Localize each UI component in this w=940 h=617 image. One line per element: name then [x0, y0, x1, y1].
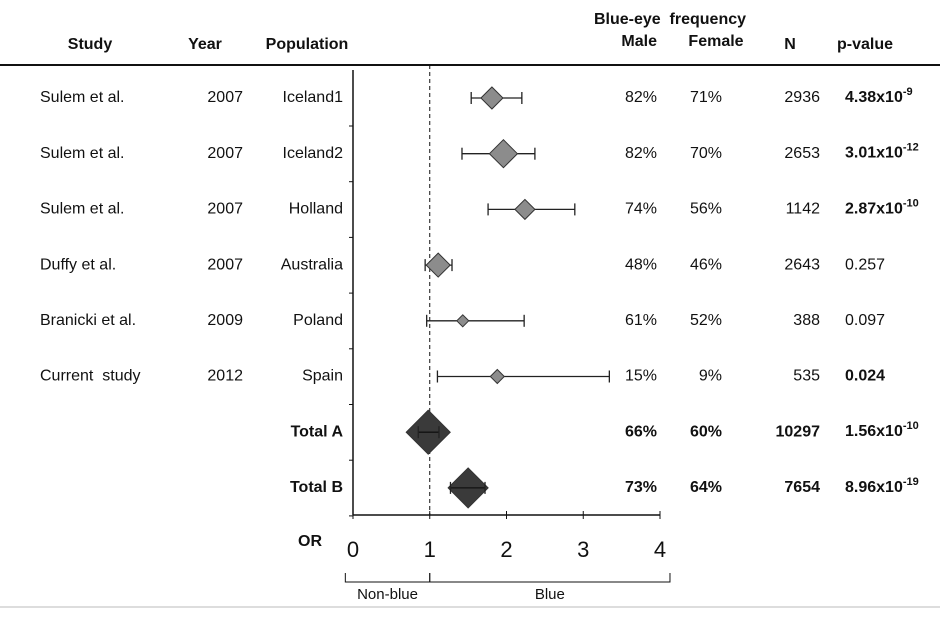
estimate-diamond	[456, 314, 470, 328]
population: Poland	[293, 312, 343, 329]
n: 2643	[784, 256, 820, 273]
bracket	[344, 573, 431, 583]
p-exp: -10	[903, 197, 919, 209]
p-value: 2.87x10-10	[845, 197, 919, 217]
p-value: 1.56x10-10	[845, 420, 919, 440]
x-tick-label: 2	[500, 537, 512, 562]
female-freq: 71%	[690, 89, 722, 106]
female-freq: 70%	[690, 145, 722, 162]
n: 2653	[784, 145, 820, 162]
header-p: p-value	[837, 36, 893, 53]
estimate-diamond	[488, 138, 519, 169]
male-freq: 66%	[625, 423, 657, 440]
p-exp: -10	[903, 420, 919, 432]
x-tick-label: 4	[654, 537, 666, 562]
estimate-diamond	[480, 86, 504, 110]
n: 10297	[776, 423, 821, 440]
n: 388	[793, 312, 820, 329]
header-female: Female	[688, 33, 743, 50]
population: Australia	[281, 256, 343, 273]
n: 2936	[784, 89, 820, 106]
estimate-diamond	[489, 368, 505, 385]
p-value: 3.01x10-12	[845, 142, 919, 162]
x-tick-label: 1	[424, 537, 436, 562]
male-freq: 73%	[625, 479, 657, 496]
population: Total A	[291, 423, 344, 440]
p-base: 3.01x10	[845, 145, 903, 162]
n: 1142	[786, 201, 821, 218]
population: Total B	[290, 479, 343, 496]
population: Iceland2	[283, 145, 344, 162]
p-base: 4.38x10	[845, 89, 903, 106]
header-population: Population	[266, 36, 349, 53]
header-male: Male	[621, 33, 657, 50]
p-base: 2.87x10	[845, 201, 903, 218]
male-freq: 61%	[625, 312, 657, 329]
study: Current study	[40, 368, 140, 385]
p-value: 8.96x10-19	[845, 476, 919, 496]
year: 2007	[207, 201, 243, 218]
p-base: 1.56x10	[845, 423, 903, 440]
study: Sulem et al.	[40, 145, 124, 162]
population: Holland	[289, 201, 343, 218]
bracket	[429, 573, 671, 583]
x-axis-label: OR	[298, 533, 322, 550]
p-value: 0.257	[845, 256, 885, 273]
study: Sulem et al.	[40, 201, 124, 218]
year: 2007	[207, 256, 243, 273]
female-freq: 52%	[690, 312, 722, 329]
population: Spain	[302, 368, 343, 385]
study: Duffy et al.	[40, 256, 116, 273]
female-freq: 60%	[690, 423, 722, 440]
estimate-diamond	[514, 198, 536, 221]
p-exp: -9	[903, 86, 913, 98]
p-value: 4.38x10-9	[845, 86, 913, 106]
male-freq: 15%	[625, 368, 657, 385]
male-freq: 48%	[625, 256, 657, 273]
study: Sulem et al.	[40, 89, 124, 106]
year: 2007	[207, 89, 243, 106]
x-tick-label: 3	[577, 537, 589, 562]
year: 2009	[207, 312, 243, 329]
p-value: 0.097	[845, 312, 885, 329]
n: 7654	[784, 479, 820, 496]
estimate-diamond	[425, 252, 451, 278]
header-year: Year	[188, 36, 222, 53]
female-freq: 64%	[690, 479, 722, 496]
x-tick-label: 0	[347, 537, 359, 562]
bracket-label: Non-blue	[357, 586, 418, 603]
header-frequency: Blue-eye frequency	[594, 11, 746, 28]
male-freq: 82%	[625, 145, 657, 162]
male-freq: 82%	[625, 89, 657, 106]
p-base: 8.96x10	[845, 479, 903, 496]
female-freq: 46%	[690, 256, 722, 273]
population: Iceland1	[283, 89, 344, 106]
header-n: N	[784, 36, 796, 53]
p-exp: -12	[903, 142, 919, 154]
study: Branicki et al.	[40, 312, 136, 329]
p-value: 0.024	[845, 368, 885, 385]
bracket-label: Blue	[535, 586, 565, 603]
year: 2012	[207, 368, 243, 385]
female-freq: 56%	[690, 201, 722, 218]
male-freq: 74%	[625, 201, 657, 218]
female-freq: 9%	[699, 368, 722, 385]
year: 2007	[207, 145, 243, 162]
p-exp: -19	[903, 476, 919, 488]
header-study: Study	[68, 36, 113, 53]
n: 535	[793, 368, 820, 385]
